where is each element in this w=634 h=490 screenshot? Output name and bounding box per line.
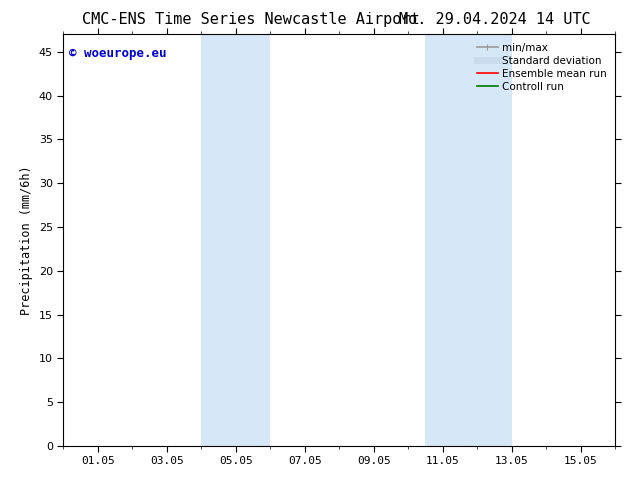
- Legend: min/max, Standard deviation, Ensemble mean run, Controll run: min/max, Standard deviation, Ensemble me…: [474, 40, 610, 95]
- Y-axis label: Precipitation (mm/6h): Precipitation (mm/6h): [20, 165, 34, 315]
- Text: Mo. 29.04.2024 14 UTC: Mo. 29.04.2024 14 UTC: [399, 12, 591, 27]
- Bar: [425, 34, 512, 446]
- Text: © woeurope.eu: © woeurope.eu: [69, 47, 166, 60]
- Bar: [202, 34, 270, 446]
- Text: CMC-ENS Time Series Newcastle Airport: CMC-ENS Time Series Newcastle Airport: [82, 12, 420, 27]
